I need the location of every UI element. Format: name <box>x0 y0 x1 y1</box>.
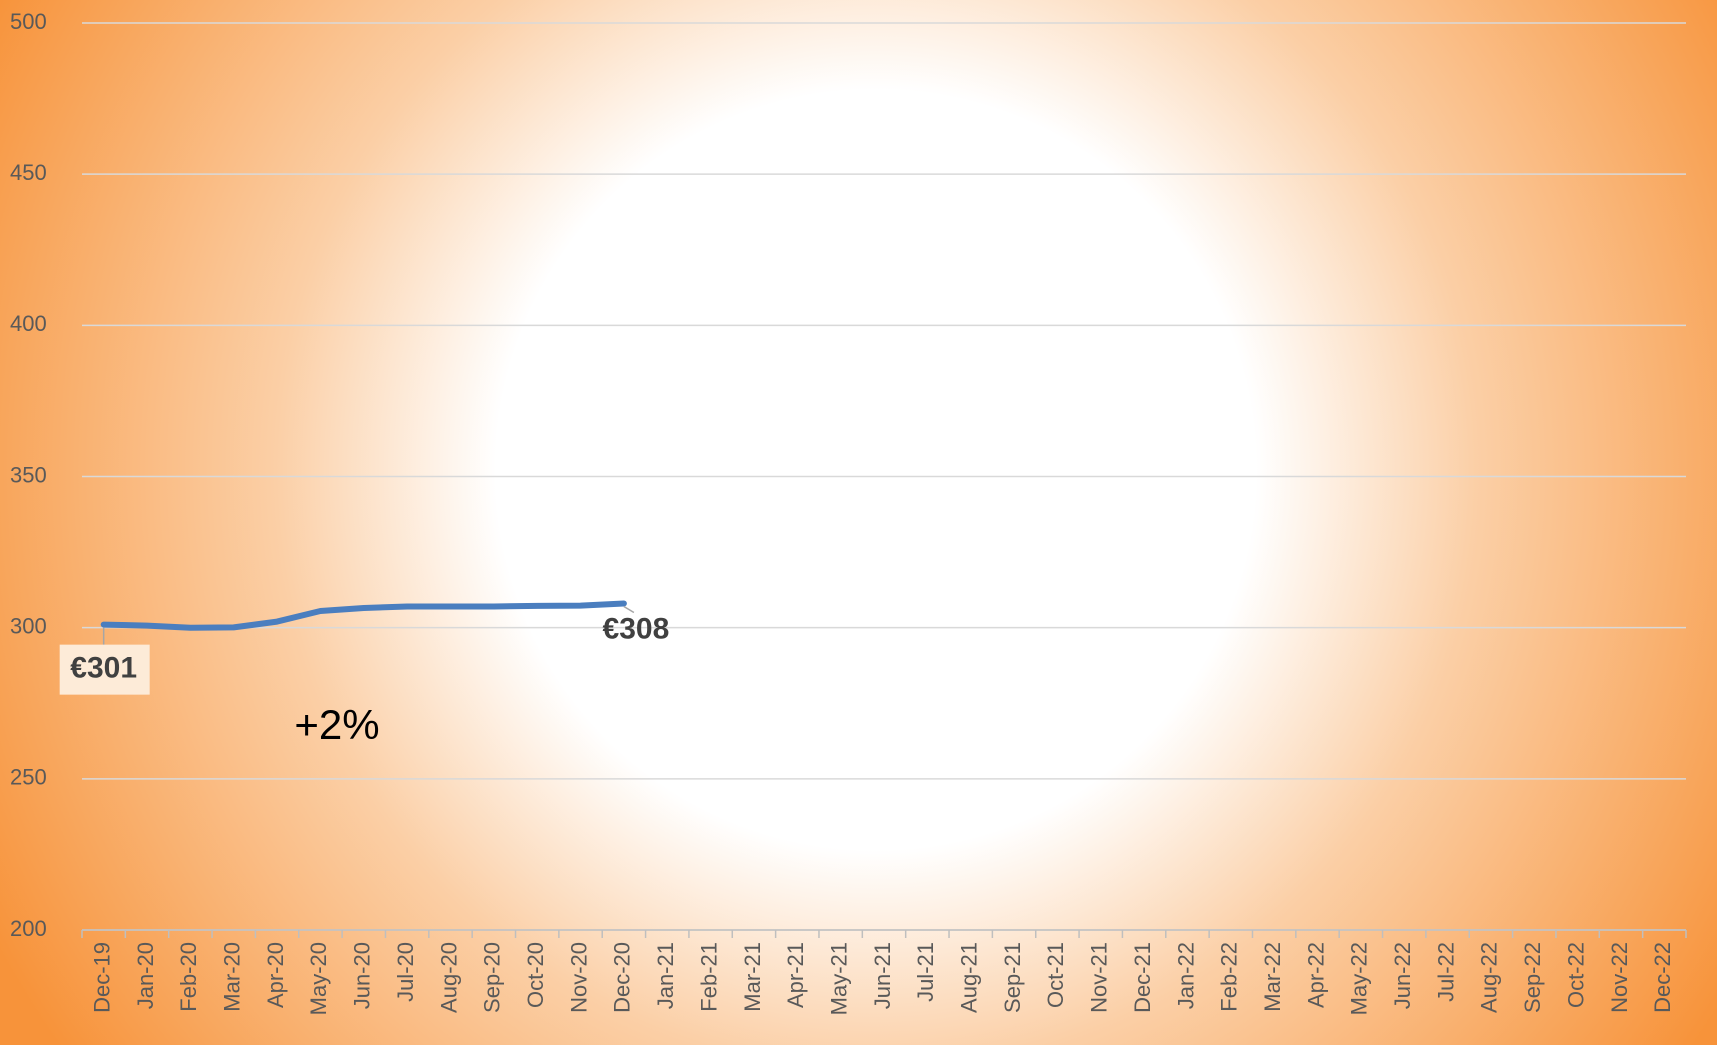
y-tick-label: 450 <box>10 160 47 185</box>
x-tick-label: Oct-20 <box>523 942 548 1008</box>
x-tick-label: Jul-21 <box>913 942 938 1002</box>
x-tick-label: Jun-20 <box>350 942 375 1009</box>
x-tick-label: Jul-22 <box>1433 942 1458 1002</box>
x-tick-label: Apr-21 <box>783 942 808 1008</box>
leader-line <box>623 605 635 614</box>
x-tick-label: Mar-22 <box>1260 942 1285 1012</box>
x-tick-label: Jul-20 <box>393 942 418 1002</box>
data-label: €301 <box>70 652 137 685</box>
x-tick-label: Jun-22 <box>1390 942 1415 1009</box>
x-tick-label: Jan-21 <box>653 942 678 1009</box>
annotation: +2% <box>294 701 379 748</box>
x-tick-label: Dec-21 <box>1130 942 1155 1013</box>
data-line <box>100 600 627 631</box>
x-tick-label: Aug-22 <box>1477 942 1502 1013</box>
x-tick-label: Nov-20 <box>566 942 591 1013</box>
x-tick-label: Oct-21 <box>1043 942 1068 1008</box>
data-label-box <box>59 644 150 695</box>
x-tick-label: Dec-22 <box>1650 942 1675 1013</box>
x-tick-label: Feb-21 <box>696 942 721 1012</box>
y-tick-label: 200 <box>10 916 47 941</box>
y-tick-label: 400 <box>10 311 47 336</box>
y-tick-label: 350 <box>10 462 47 487</box>
x-tick-label: Oct-22 <box>1563 942 1588 1008</box>
x-tick-label: Aug-20 <box>436 942 461 1013</box>
x-tick-label: Mar-20 <box>220 942 245 1012</box>
x-tick-label: Jan-22 <box>1173 942 1198 1009</box>
x-tick-label: Dec-20 <box>610 942 635 1013</box>
x-tick-label: May-21 <box>826 942 851 1015</box>
x-tick-label: Feb-22 <box>1217 942 1242 1012</box>
x-tick-label: Dec-19 <box>89 942 114 1013</box>
x-tick-label: Apr-20 <box>263 942 288 1008</box>
x-tick-label: Aug-21 <box>957 942 982 1013</box>
x-tick-label: Sep-22 <box>1520 942 1545 1013</box>
x-tick-label: Mar-21 <box>740 942 765 1012</box>
x-tick-label: Jan-20 <box>133 942 158 1009</box>
y-tick-label: 250 <box>10 765 47 790</box>
x-tick-label: Sep-21 <box>1000 942 1025 1013</box>
x-tick-label: Nov-21 <box>1087 942 1112 1013</box>
x-tick-label: Nov-22 <box>1607 942 1632 1013</box>
y-tick-label: 500 <box>10 9 47 34</box>
x-tick-label: Feb-20 <box>176 942 201 1012</box>
x-tick-label: Jun-21 <box>870 942 895 1009</box>
x-tick-label: Sep-20 <box>480 942 505 1013</box>
x-tick-label: Apr-22 <box>1303 942 1328 1008</box>
data-label: €308 <box>603 612 670 645</box>
x-tick-label: May-20 <box>306 942 331 1015</box>
x-tick-label: May-22 <box>1347 942 1372 1015</box>
y-tick-label: 300 <box>10 613 47 638</box>
